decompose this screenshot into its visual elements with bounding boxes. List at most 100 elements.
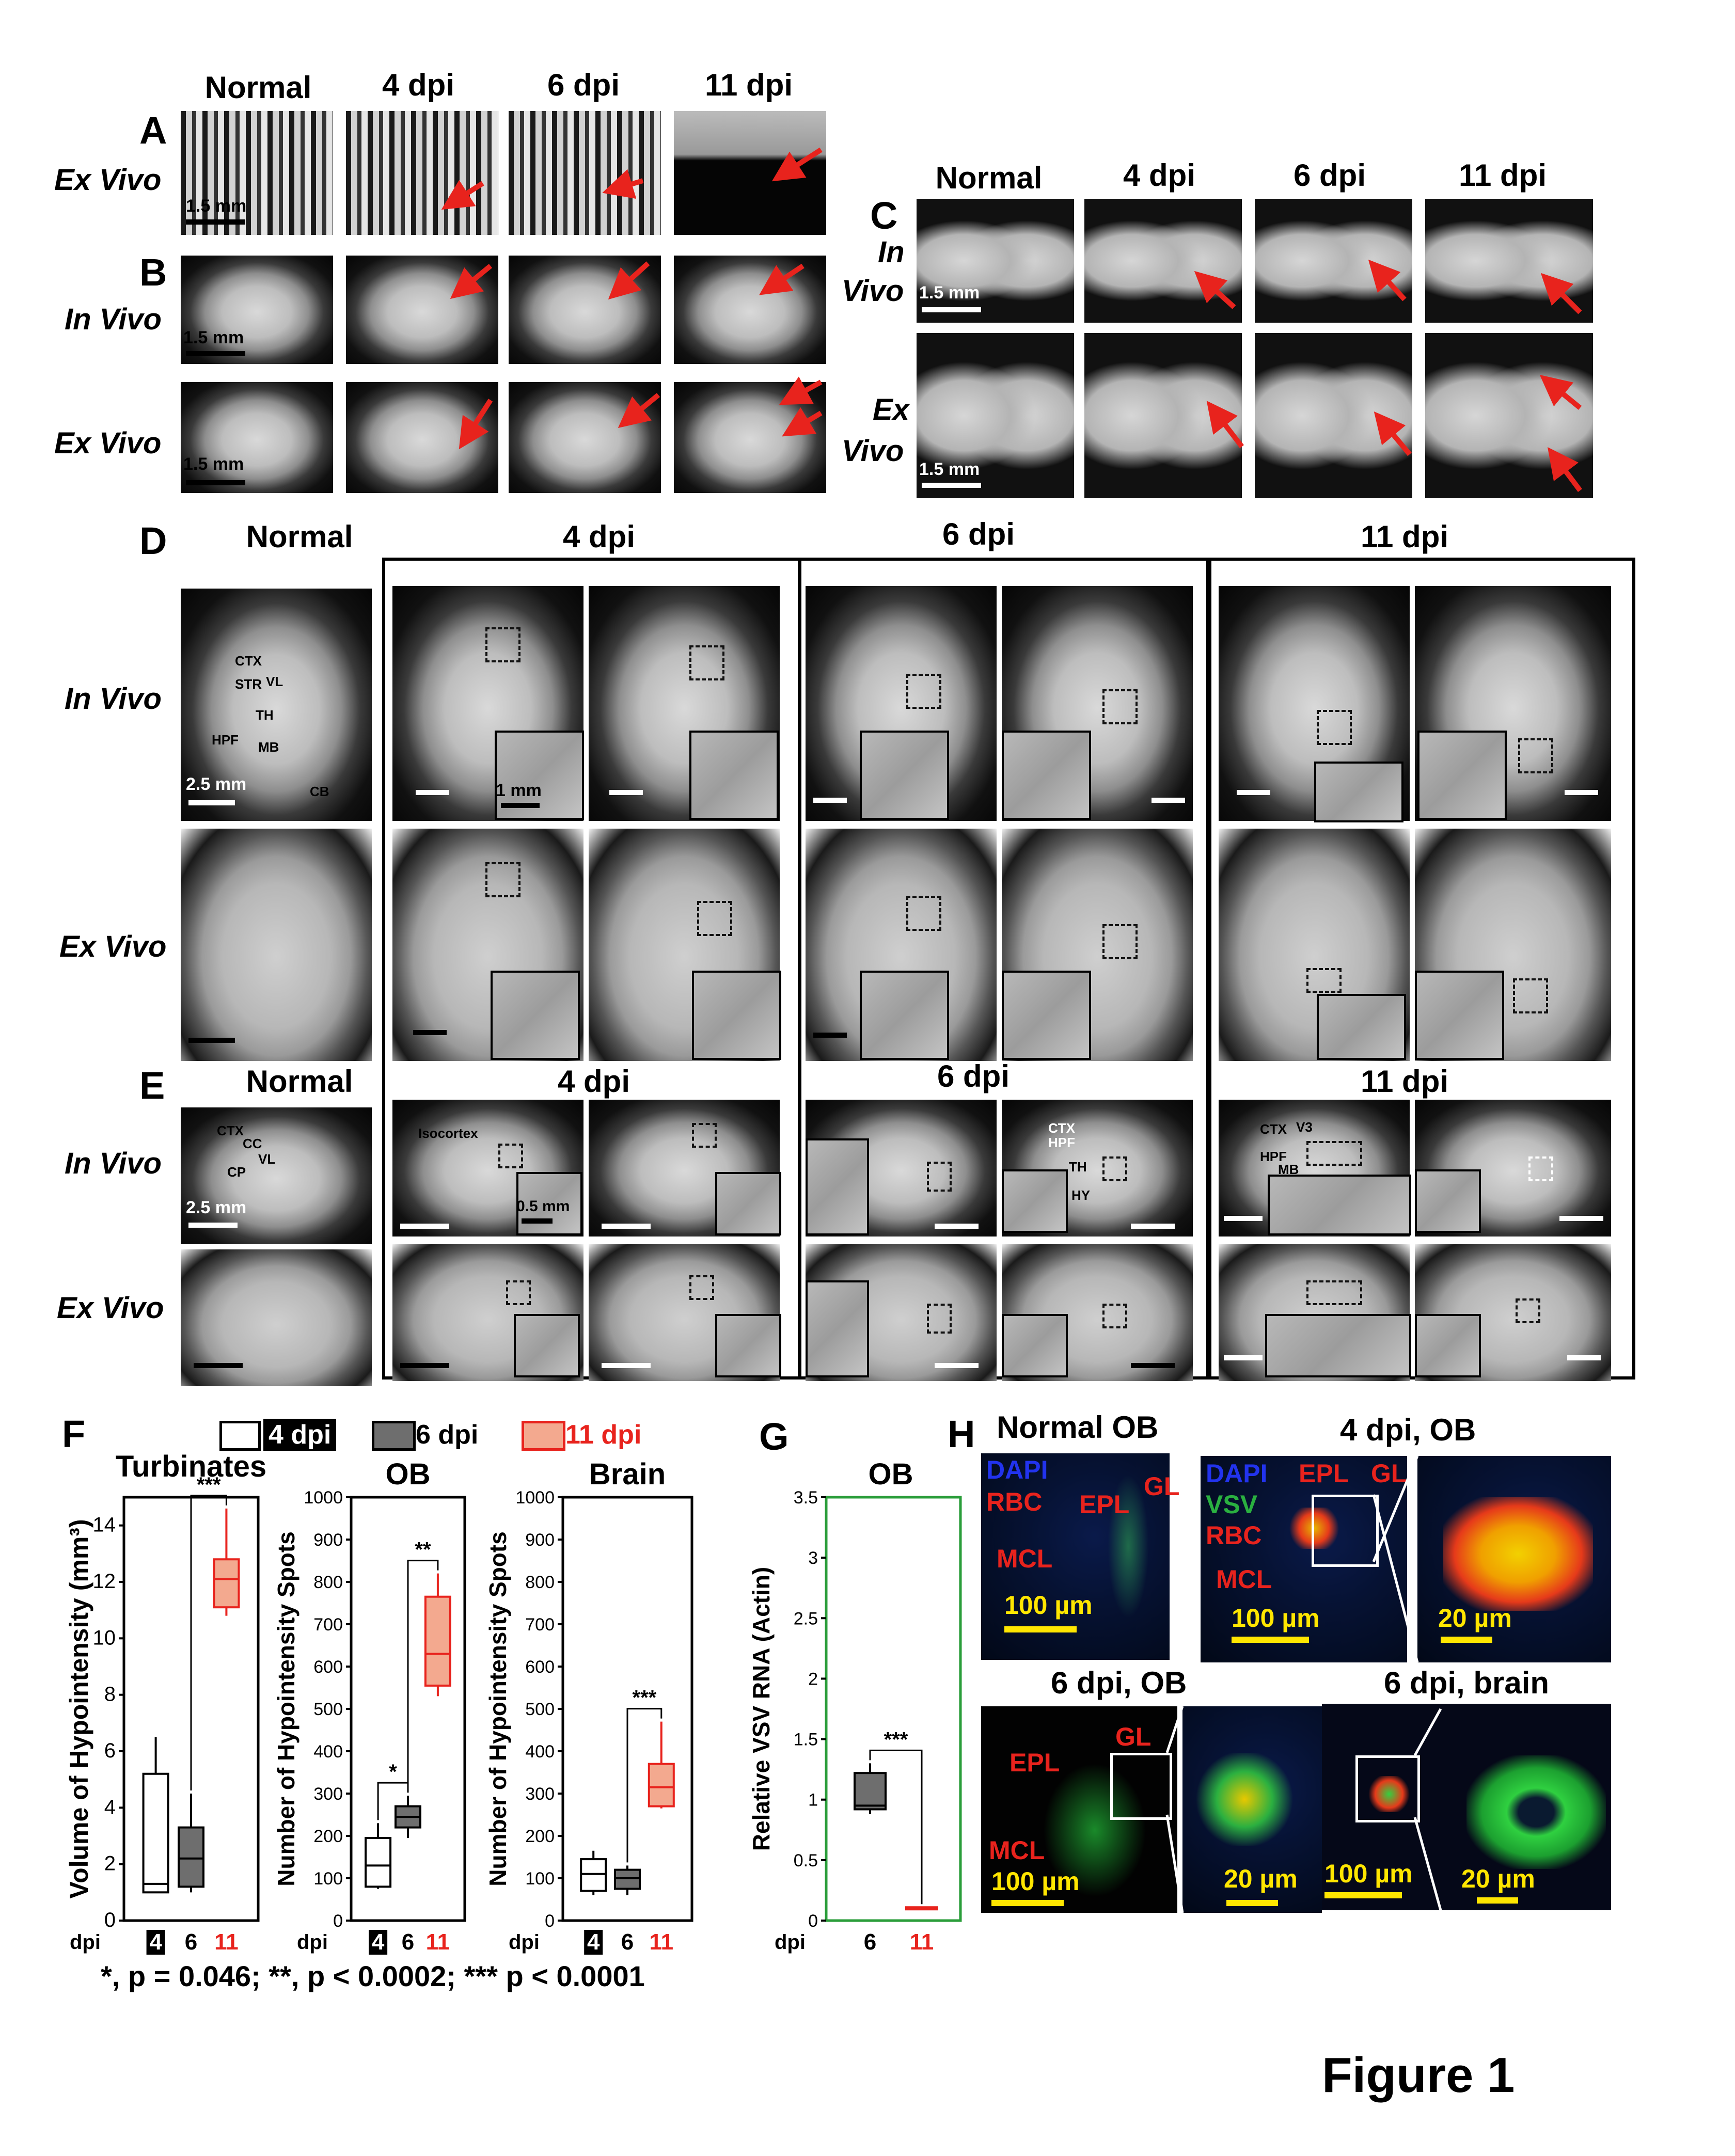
inset-e-invivo-6dpi-b bbox=[1002, 1169, 1068, 1233]
ytick-label-2-5: 500 bbox=[525, 1700, 555, 1719]
panel-d-inset-scale-label: 1 mm bbox=[496, 781, 542, 800]
panel-e-inset-scale-label: 0.5 mm bbox=[516, 1198, 570, 1215]
panel-c-row-exvivo-1: Ex bbox=[873, 393, 909, 426]
panel-d-exvivo-normal bbox=[181, 829, 372, 1061]
h-normal-scale-bar bbox=[1004, 1626, 1077, 1632]
panel-c-invivo-4dpi bbox=[1084, 199, 1242, 323]
panel-e-col-4dpi: 4 dpi bbox=[557, 1064, 630, 1099]
xlabel-0-1: 6 bbox=[185, 1929, 197, 1955]
ytick-label-0-5: 10 bbox=[93, 1626, 116, 1649]
panel-c-exvivo-11dpi bbox=[1425, 333, 1593, 498]
panel-c-scale-label: 1.5 mm bbox=[919, 283, 980, 303]
ytick-label-2-4: 400 bbox=[525, 1742, 555, 1762]
inset-d-exvivo-4dpi-b bbox=[692, 971, 781, 1060]
h-4dpi-vsv: VSV bbox=[1206, 1490, 1258, 1519]
h-6dpi-roi-box bbox=[1110, 1753, 1172, 1820]
ytick-label-3-3: 1.5 bbox=[794, 1730, 818, 1750]
panel-c-col-11dpi: 11 dpi bbox=[1458, 158, 1547, 193]
roi-box bbox=[1516, 1298, 1540, 1323]
panel-b-scale-bar bbox=[186, 351, 245, 356]
panel-b-invivo-4dpi bbox=[346, 256, 498, 364]
panel-b-letter: B bbox=[139, 251, 167, 294]
roi-box bbox=[1528, 1156, 1553, 1181]
inset-d-invivo-11dpi-b bbox=[1417, 731, 1507, 820]
panel-c-invivo-6dpi bbox=[1255, 199, 1412, 323]
ytick-label-1-1: 100 bbox=[313, 1869, 343, 1889]
ylabel-2: Number of Hypointensity Spots bbox=[484, 1531, 511, 1886]
box-2-0 bbox=[580, 1858, 607, 1892]
ylabel-1: Number of Hypointensity Spots bbox=[273, 1531, 299, 1886]
roi-box bbox=[906, 896, 941, 931]
chart-title-2: Brain bbox=[589, 1457, 666, 1491]
roi-box bbox=[1317, 710, 1352, 745]
panel-d-invivo-normal bbox=[181, 589, 372, 821]
xaxis-name-2: dpi bbox=[509, 1931, 540, 1954]
ylabel-0: Volume of Hypointensity (mm³) bbox=[65, 1519, 93, 1898]
inset-e-exvivo-11dpi-b bbox=[1415, 1314, 1481, 1377]
region-e6-hy: HY bbox=[1071, 1187, 1091, 1203]
region-mb: MB bbox=[258, 739, 279, 755]
panel-e-letter: E bbox=[139, 1064, 165, 1107]
ytick-label-0-1: 2 bbox=[104, 1852, 116, 1875]
ytick-label-2-1: 100 bbox=[525, 1869, 555, 1889]
panel-b-exvivo-normal bbox=[181, 382, 333, 493]
sig-bracket-1-1 bbox=[407, 1560, 439, 1793]
ytick-label-1-0: 0 bbox=[333, 1911, 343, 1931]
inset-d-exvivo-4dpi-a bbox=[491, 971, 580, 1060]
h-6dpi-scale-bar bbox=[991, 1900, 1064, 1906]
panel-c-exvivo-normal bbox=[917, 333, 1074, 498]
ytick-label-1-5: 500 bbox=[313, 1700, 343, 1719]
region-th: TH bbox=[256, 707, 274, 723]
panel-e-col-normal: Normal bbox=[246, 1064, 353, 1099]
xlabel-1-1: 6 bbox=[402, 1929, 414, 1955]
roi-box bbox=[1513, 978, 1548, 1013]
box-2-1 bbox=[614, 1868, 641, 1890]
panel-e-scale-bar bbox=[188, 1223, 238, 1228]
ytick-label-0-2: 4 bbox=[104, 1796, 116, 1818]
box-0-0 bbox=[142, 1772, 169, 1894]
ytick-label-3-5: 2.5 bbox=[794, 1609, 818, 1628]
xaxis-name-0: dpi bbox=[70, 1931, 101, 1954]
panel-c-scale-bar bbox=[922, 307, 981, 312]
scale-bar bbox=[1224, 1355, 1263, 1360]
region-e-cp: CP bbox=[227, 1164, 246, 1180]
panel-b-scale-label-2: 1.5 mm bbox=[183, 454, 244, 474]
chart-title-0: Turbinates bbox=[116, 1450, 266, 1483]
legend-label-4dpi: 4 dpi bbox=[263, 1419, 337, 1451]
box-0-2 bbox=[213, 1558, 240, 1609]
box-0-1 bbox=[178, 1826, 204, 1888]
scale-bar bbox=[813, 1033, 847, 1038]
roi-box bbox=[1102, 924, 1138, 959]
xlabel-2-0: 4 bbox=[587, 1929, 600, 1955]
panel-f-letter: F bbox=[62, 1413, 86, 1455]
h-image-6dpi-ob-zoom bbox=[1182, 1706, 1322, 1913]
h-image-4dpi-ob bbox=[1201, 1456, 1407, 1662]
scale-bar bbox=[602, 1224, 651, 1229]
ylabel-3: Relative VSV RNA (Actin) bbox=[748, 1567, 775, 1851]
scale-bar bbox=[1567, 1355, 1601, 1360]
ytick-label-3-7: 3.5 bbox=[794, 1488, 818, 1508]
scale-bar bbox=[1224, 1216, 1263, 1221]
scale-bar bbox=[1131, 1224, 1175, 1229]
legend-label-6dpi: 6 dpi bbox=[416, 1420, 479, 1450]
scale-bar bbox=[935, 1224, 979, 1229]
region-hpf: HPF bbox=[212, 732, 239, 748]
scale-bar bbox=[935, 1363, 979, 1368]
panel-c-col-6dpi: 6 dpi bbox=[1293, 158, 1366, 193]
h-6dpi-zoom-scale-bar bbox=[1226, 1900, 1278, 1906]
panel-c-row-exvivo-2: Vivo bbox=[842, 434, 904, 468]
panel-a-image-normal bbox=[181, 111, 333, 235]
chart-title-3: OB bbox=[869, 1457, 913, 1491]
ytick-label-1-7: 700 bbox=[313, 1615, 343, 1635]
inset-d-invivo-6dpi-b bbox=[1002, 731, 1091, 820]
h-normal-gl: GL bbox=[1144, 1472, 1180, 1501]
legend-swatch-4dpi bbox=[219, 1421, 261, 1451]
panel-b-exvivo-11dpi bbox=[674, 382, 826, 493]
region-isocortex: Isocortex bbox=[418, 1125, 478, 1141]
h-image-6dpi-ob bbox=[981, 1706, 1177, 1913]
ytick-label-0-4: 8 bbox=[104, 1683, 116, 1706]
panel-h-title-6dpi-ob: 6 dpi, OB bbox=[1051, 1666, 1187, 1700]
ytick-label-0-3: 6 bbox=[104, 1739, 116, 1762]
inset-e-invivo-4dpi-b bbox=[715, 1172, 781, 1235]
